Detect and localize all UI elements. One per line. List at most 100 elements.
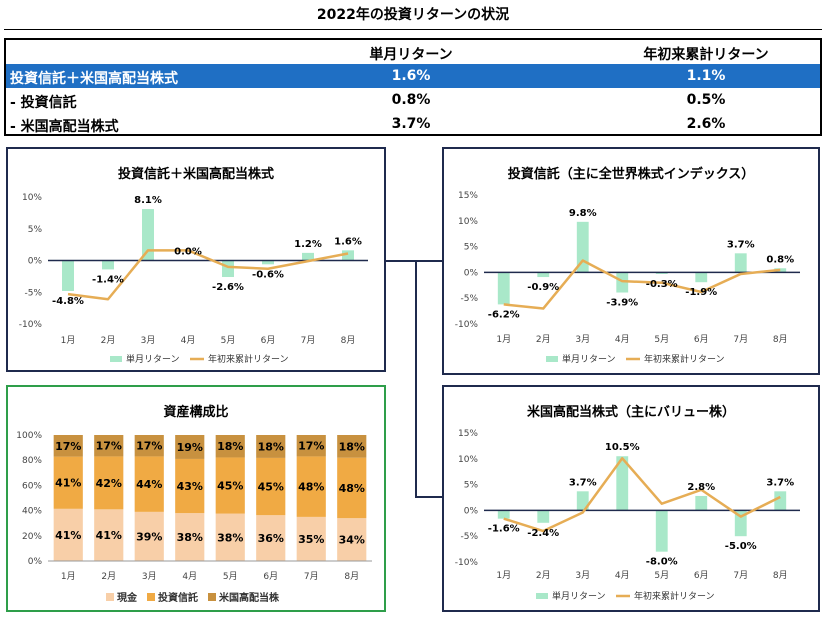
data-label: -0.6% — [252, 269, 284, 280]
x-tick-label: 3月 — [575, 570, 590, 581]
data-label: -0.3% — [646, 279, 678, 290]
row-name: - 米国高配当株式 — [10, 119, 119, 135]
segment-label: 45% — [258, 481, 284, 494]
legend-label: 現金 — [117, 591, 138, 604]
segment-label: 42% — [96, 477, 122, 490]
chart-panel-fund: 投資信託（主に全世界株式インデックス） 15% 10% 5% 0% -5% -10% -6.… — [442, 147, 820, 375]
segment-label: 19% — [177, 441, 203, 454]
summary-row-total: 投資信託＋米国高配当株式 1.6% 1.1% — [6, 64, 820, 88]
ytd-return-line — [67, 249, 349, 301]
data-label: 0.8% — [766, 254, 794, 265]
allocation-segment — [53, 508, 83, 561]
row-ytd: 2.6% — [686, 116, 726, 132]
y-tick-label: 5% — [464, 481, 479, 491]
data-label: -5.0% — [725, 541, 757, 552]
segment-label: 18% — [339, 440, 365, 453]
allocation-segment — [94, 509, 124, 561]
legend-label-ytd: 年初来累計リターン — [644, 353, 725, 365]
legend-label-monthly: 単月リターン — [562, 353, 616, 365]
data-label: -1.9% — [685, 287, 717, 298]
y-tick-label: 0% — [464, 268, 479, 278]
row-name: 投資信託＋米国高配当株式 — [10, 71, 178, 87]
segment-label: 45% — [217, 480, 243, 493]
monthly-return-bar — [537, 510, 550, 523]
x-tick-label: 2月 — [536, 570, 551, 581]
allocation-segment — [134, 435, 164, 457]
data-label: 1.6% — [334, 236, 362, 247]
data-label: -0.9% — [527, 282, 559, 293]
ytd-return-line — [503, 259, 781, 310]
monthly-return-bar — [655, 272, 668, 274]
monthly-return-bar — [142, 209, 154, 261]
monthly-return-bar — [342, 250, 354, 261]
allocation-segment — [337, 518, 367, 561]
segment-label: 17% — [96, 440, 122, 453]
y-tick-label: 0% — [28, 257, 43, 267]
chart-panel-total: 投資信託＋米国高配当株式 10% 5% 0% -5% -10% -4.8% -1.4% 8.1… — [6, 147, 386, 372]
row-ytd: 1.1% — [686, 68, 726, 84]
chart-fund-svg: 15% 10% 5% 0% -5% -10% -6.2% -0.9% 9.8% -3.9% -0.3… — [455, 191, 800, 365]
y-tick-label: 10% — [458, 455, 478, 465]
data-label: 3.7% — [766, 477, 794, 488]
segment-label: 17% — [298, 440, 324, 453]
x-tick-label: 1月 — [496, 570, 511, 581]
allocation-segment — [337, 457, 367, 519]
segment-label: 18% — [258, 440, 284, 453]
segment-label: 38% — [217, 531, 243, 544]
x-tick-label: 4月 — [615, 334, 630, 345]
x-tick-label: 5月 — [223, 571, 238, 582]
legend-label-monthly: 単月リターン — [126, 353, 180, 365]
segment-label: 36% — [258, 532, 284, 545]
connector-line — [415, 260, 442, 262]
segment-label: 35% — [298, 533, 324, 546]
data-label: -8.0% — [646, 557, 678, 568]
allocation-segment — [53, 456, 83, 509]
chart-panel-allocation: 資産構成比 100% 80% 60% 40% 20% 0% 41% 41% 17% 1月 41% 42… — [6, 385, 386, 612]
x-tick-label: 1月 — [61, 335, 76, 346]
segment-label: 41% — [96, 529, 122, 542]
chart-total-svg: 10% 5% 0% -5% -10% -4.8% -1.4% 8.1% 0.0% -2.6% -0.… — [19, 193, 368, 365]
allocation-segment — [175, 435, 205, 459]
summary-table: 単月リターン 年初来累計リターン 投資信託＋米国高配当株式 1.6% 1.1% … — [4, 38, 822, 136]
x-tick-label: 7月 — [733, 570, 748, 581]
allocation-segment — [256, 435, 286, 458]
allocation-segment — [256, 457, 286, 516]
y-tick-label: 20% — [22, 532, 42, 542]
y-tick-label: -10% — [19, 320, 43, 330]
data-label: 3.7% — [727, 239, 755, 250]
legend-label-ytd: 年初来累計リターン — [208, 353, 289, 365]
legend-label: 投資信託 — [158, 591, 198, 604]
connector-line — [415, 496, 442, 498]
x-tick-label: 7月 — [304, 571, 319, 582]
monthly-return-bar — [734, 253, 747, 273]
x-tick-label: 3月 — [575, 334, 590, 345]
legend-swatch-monthly — [536, 593, 548, 599]
monthly-return-bar — [734, 510, 747, 537]
legend-swatch — [208, 593, 216, 601]
title-divider — [4, 29, 822, 30]
y-tick-label: 10% — [22, 193, 42, 203]
data-label: 2.8% — [687, 482, 715, 493]
monthly-return-bar — [616, 456, 629, 511]
monthly-return-bar — [302, 252, 314, 261]
legend-label-monthly: 単月リターン — [552, 590, 606, 602]
segment-label: 17% — [136, 440, 162, 453]
data-label: -1.4% — [92, 274, 124, 285]
chart-title: 投資信託（主に全世界株式インデックス） — [507, 167, 755, 182]
monthly-return-bar — [537, 272, 550, 278]
x-tick-label: 3月 — [141, 335, 156, 346]
chart-stock-svg: 15% 10% 5% 0% -5% -10% -1.6% -2.4% 3.7% 10.5% -8.0… — [455, 429, 800, 602]
segment-label: 17% — [55, 440, 81, 453]
legend-label: 米国高配当株 — [219, 591, 280, 604]
allocation-segment — [296, 516, 326, 561]
x-tick-label: 2月 — [536, 334, 551, 345]
y-tick-label: 40% — [22, 507, 42, 517]
connector-line — [386, 260, 416, 262]
segment-label: 43% — [177, 480, 203, 493]
segment-label: 44% — [136, 478, 162, 491]
x-tick-label: 1月 — [496, 334, 511, 345]
legend-label-ytd: 年初来累計リターン — [634, 590, 715, 602]
connector-line — [415, 260, 417, 498]
allocation-segment — [175, 458, 205, 514]
summary-header-row: 単月リターン 年初来累計リターン — [6, 40, 820, 64]
